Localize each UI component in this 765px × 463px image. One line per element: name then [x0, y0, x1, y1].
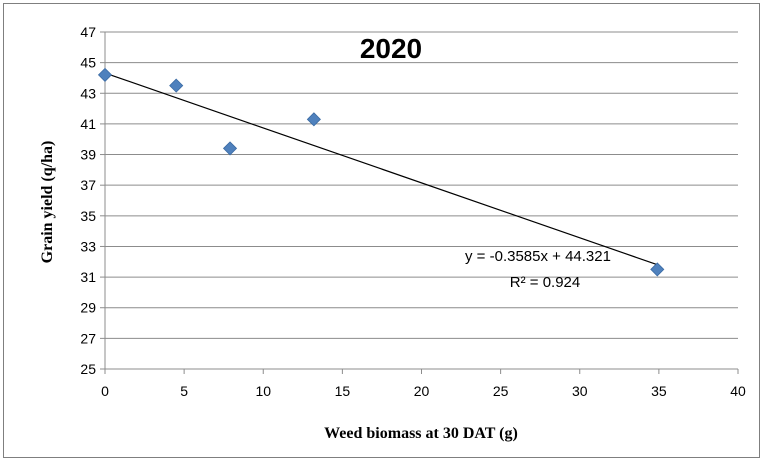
trendline-group	[104, 72, 658, 266]
x-tick-label: 0	[101, 383, 109, 399]
y-tick-label: 25	[80, 361, 96, 377]
y-tick-label: 37	[80, 177, 96, 193]
trendline	[104, 72, 658, 266]
x-tick-label: 20	[414, 383, 430, 399]
axes	[100, 31, 739, 374]
y-tick-label: 41	[80, 116, 96, 132]
data-point	[650, 262, 665, 277]
data-point	[169, 78, 184, 93]
y-tick-label: 29	[80, 300, 96, 316]
data-points	[97, 67, 665, 277]
r-squared-label: R² = 0.924	[510, 274, 580, 291]
x-tick-label: 5	[180, 383, 188, 399]
y-tick-label: 45	[80, 55, 96, 71]
chart-frame	[3, 3, 760, 458]
data-point	[97, 67, 113, 82]
y-tick-label: 43	[80, 85, 96, 101]
x-tick-label: 10	[255, 383, 271, 399]
y-tick-label: 39	[80, 147, 96, 163]
x-tick-label: 35	[651, 383, 667, 399]
gridlines	[105, 31, 738, 370]
x-axis-title: Weed biomass at 30 DAT (g)	[324, 425, 518, 442]
chart-title: 2020	[360, 33, 422, 64]
data-point	[306, 112, 321, 127]
x-tick-label: 15	[335, 383, 351, 399]
x-tick-label: 30	[572, 383, 588, 399]
trendline-equation: y = -0.3585x + 44.321	[465, 248, 611, 265]
x-tick-label: 40	[730, 383, 746, 399]
y-tick-label: 27	[80, 330, 96, 346]
y-tick-label: 47	[80, 24, 96, 40]
y-tick-label: 33	[80, 238, 96, 254]
data-point	[222, 141, 238, 156]
y-tick-labels: 25 27 29 31 33 35 37 39 41 43 45 47	[80, 24, 96, 377]
x-tick-labels: 0 5 10 15 20 25 30 35 40	[101, 383, 746, 399]
y-tick-label: 31	[80, 269, 96, 285]
y-axis-title: Grain yield (q/ha)	[39, 141, 56, 264]
y-tick-label: 35	[80, 208, 96, 224]
x-tick-label: 25	[493, 383, 509, 399]
